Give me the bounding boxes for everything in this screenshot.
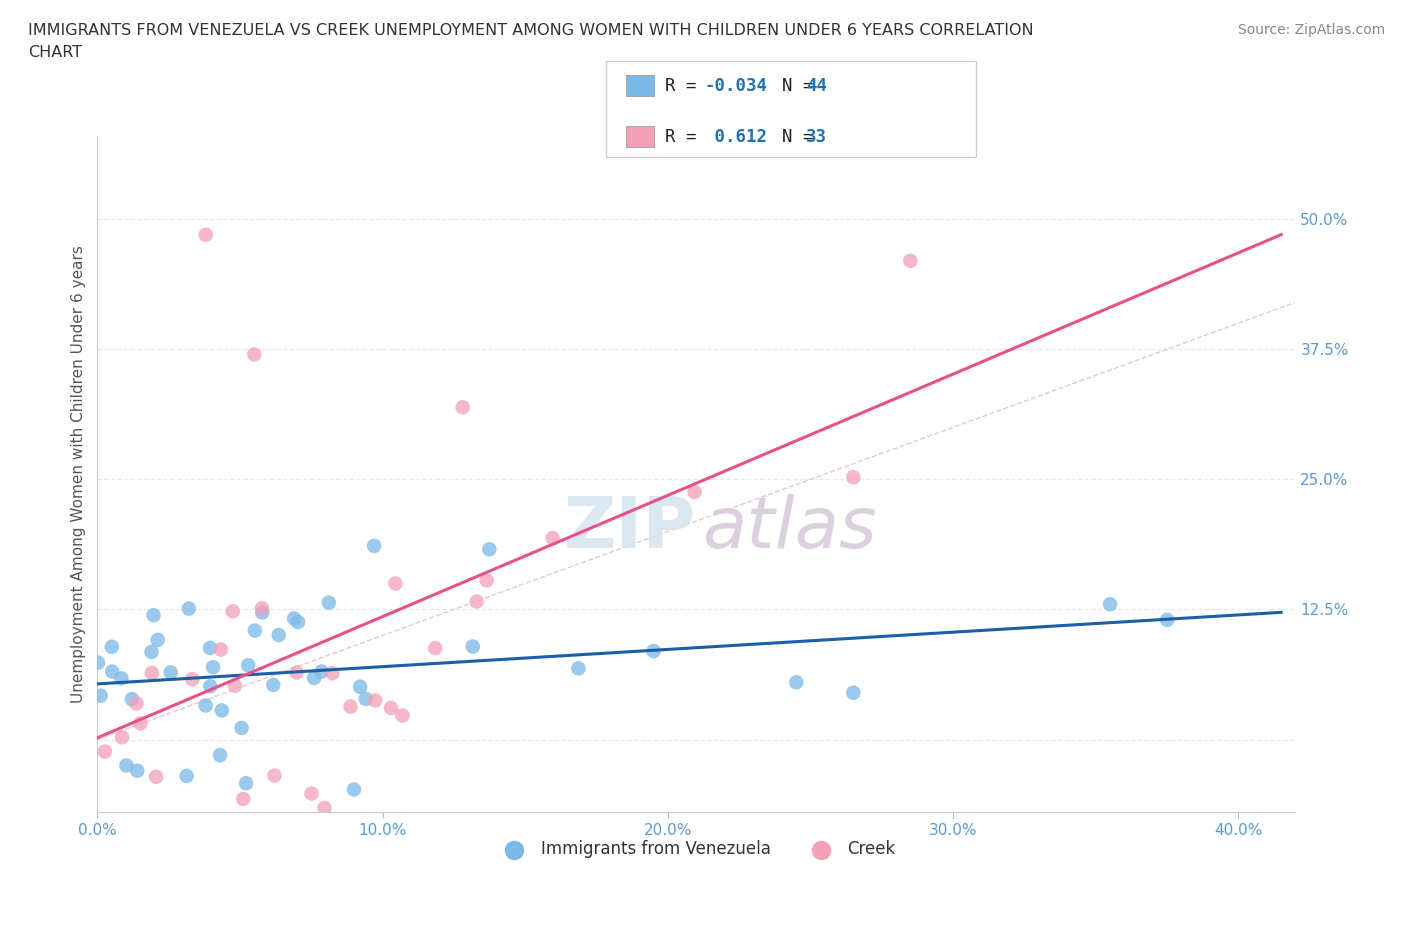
Point — [785, 675, 807, 690]
Point — [541, 531, 564, 546]
Point — [384, 576, 406, 591]
Point — [243, 623, 266, 638]
Point — [209, 642, 232, 657]
Point — [111, 730, 134, 745]
Point — [1099, 597, 1122, 612]
Point — [267, 628, 290, 643]
Point — [461, 639, 484, 654]
Point — [194, 227, 217, 242]
Point — [141, 644, 163, 659]
Point — [283, 611, 305, 626]
Point — [181, 671, 204, 686]
Point — [391, 708, 413, 723]
Point — [198, 641, 221, 656]
Point — [224, 678, 246, 693]
Point — [354, 691, 377, 706]
Point — [101, 640, 124, 655]
Point — [287, 615, 309, 630]
Text: -0.034: -0.034 — [704, 76, 768, 95]
Point — [90, 688, 112, 703]
Point — [263, 768, 285, 783]
Point — [478, 542, 501, 557]
Point — [101, 664, 124, 679]
Point — [94, 744, 117, 759]
Point — [311, 664, 333, 679]
Point — [110, 671, 132, 686]
Point — [364, 693, 387, 708]
Point — [318, 595, 340, 610]
Point — [145, 769, 167, 784]
Point — [643, 644, 665, 658]
Text: 0.612: 0.612 — [704, 127, 768, 146]
Text: ZIP: ZIP — [564, 494, 696, 563]
Text: 33: 33 — [806, 127, 827, 146]
Point — [200, 679, 222, 694]
Point — [285, 665, 308, 680]
Point — [343, 782, 366, 797]
Text: 44: 44 — [806, 76, 827, 95]
Point — [567, 661, 589, 676]
Point — [302, 671, 325, 685]
Point — [475, 573, 498, 588]
Point — [129, 716, 152, 731]
Point — [115, 758, 138, 773]
Point — [1156, 613, 1178, 628]
Point — [465, 594, 488, 609]
Point — [363, 538, 385, 553]
Point — [87, 656, 110, 671]
Text: IMMIGRANTS FROM VENEZUELA VS CREEK UNEMPLOYMENT AMONG WOMEN WITH CHILDREN UNDER : IMMIGRANTS FROM VENEZUELA VS CREEK UNEMP… — [28, 23, 1033, 60]
Point — [159, 665, 181, 680]
Point — [209, 748, 232, 763]
Point — [339, 699, 361, 714]
Point — [121, 692, 143, 707]
Point — [250, 601, 273, 616]
Point — [262, 678, 284, 693]
Text: R =: R = — [665, 76, 707, 95]
Point — [202, 659, 225, 674]
Point — [177, 601, 200, 616]
Point — [142, 607, 165, 622]
Point — [898, 253, 921, 268]
Point — [235, 776, 257, 790]
Point — [127, 764, 149, 778]
Point — [314, 801, 336, 816]
Point — [349, 679, 371, 694]
Text: R =: R = — [665, 127, 707, 146]
Point — [222, 604, 245, 618]
Text: Source: ZipAtlas.com: Source: ZipAtlas.com — [1237, 23, 1385, 37]
Point — [321, 666, 343, 681]
Point — [425, 641, 447, 656]
Point — [194, 698, 217, 713]
Point — [243, 347, 266, 362]
Point — [252, 605, 274, 620]
Point — [125, 696, 148, 711]
Point — [146, 632, 169, 647]
Point — [141, 666, 163, 681]
Point — [683, 485, 706, 499]
Point — [451, 400, 474, 415]
Point — [842, 685, 865, 700]
Point — [238, 658, 260, 672]
Text: N =: N = — [761, 127, 824, 146]
Point — [231, 721, 253, 736]
Point — [301, 786, 323, 801]
Point — [232, 791, 254, 806]
Y-axis label: Unemployment Among Women with Children Under 6 years: Unemployment Among Women with Children U… — [72, 246, 86, 703]
Text: N =: N = — [761, 76, 824, 95]
Point — [842, 470, 865, 485]
Text: atlas: atlas — [703, 494, 877, 563]
Legend: Immigrants from Venezuela, Creek: Immigrants from Venezuela, Creek — [491, 833, 903, 865]
Point — [176, 768, 198, 783]
Point — [93, 864, 115, 879]
Point — [380, 700, 402, 715]
Point — [211, 703, 233, 718]
